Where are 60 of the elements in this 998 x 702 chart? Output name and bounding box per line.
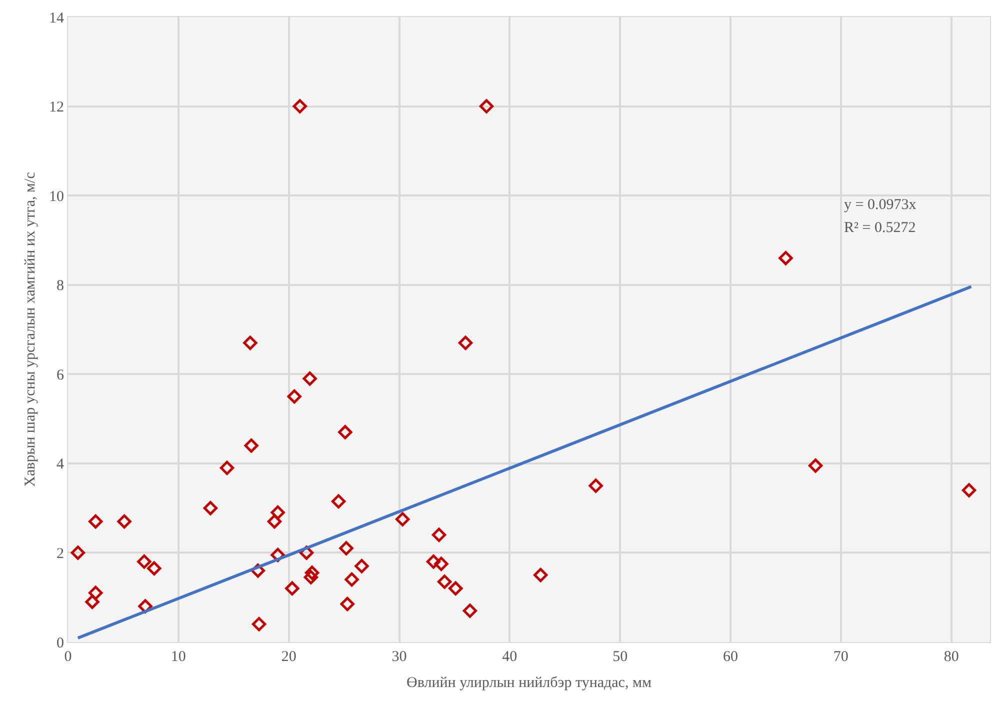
x-tick-label: 80 [944, 649, 959, 665]
point [479, 99, 494, 114]
point [339, 541, 354, 556]
y-tick-label: 6 [56, 367, 64, 384]
point [458, 336, 473, 350]
point [304, 566, 320, 580]
point [243, 336, 258, 350]
x-tick-label: 40 [502, 649, 518, 665]
point [426, 554, 441, 569]
point [432, 528, 446, 542]
point [270, 505, 285, 520]
point [533, 568, 548, 582]
point [88, 514, 103, 529]
y-tick-label: 0 [56, 635, 64, 652]
point [588, 478, 603, 493]
point [448, 581, 463, 596]
y-tick-label: 12 [49, 100, 64, 116]
point [340, 596, 354, 612]
point [462, 604, 478, 618]
point [395, 512, 410, 526]
x-tick-label: 30 [392, 649, 407, 665]
y-axis-title: Хаврын шар усны урсгалын хамгийн их утга, м/с [22, 172, 38, 487]
x-tick-label: 70 [833, 649, 848, 665]
x-tick-label: 60 [723, 649, 738, 665]
y-tick-label: 4 [56, 456, 64, 473]
y-tick-label: 10 [49, 188, 64, 205]
y-tick-label: 8 [56, 278, 64, 294]
point [88, 586, 103, 600]
point [808, 458, 823, 473]
point [778, 250, 793, 266]
point [285, 581, 300, 596]
x-axis-title: Өвлийн улирлын нийлбэр тунадас, мм [406, 675, 652, 691]
x-tick-label: 10 [170, 649, 186, 665]
x-tick-label: 20 [281, 649, 296, 665]
point [292, 99, 307, 114]
point [344, 572, 359, 587]
point [304, 570, 318, 584]
y-tick-label: 14 [49, 10, 64, 26]
point [434, 556, 448, 571]
x-tick-label: 50 [612, 649, 628, 665]
point [302, 372, 317, 386]
point [437, 574, 452, 589]
point [147, 561, 162, 576]
point [203, 500, 218, 516]
point [220, 460, 234, 475]
point [962, 483, 976, 498]
annotation: y = 0.0973x [844, 197, 917, 213]
point [70, 546, 86, 560]
point [137, 554, 152, 569]
point [252, 617, 266, 632]
point [338, 425, 352, 440]
point [244, 438, 258, 453]
point [117, 514, 132, 529]
y-tick-label: 2 [56, 546, 64, 562]
point [85, 594, 100, 609]
point [287, 389, 302, 404]
annotation: R² = 0.5272 [844, 220, 916, 236]
point [267, 514, 282, 529]
point [331, 494, 346, 508]
point [354, 559, 369, 574]
